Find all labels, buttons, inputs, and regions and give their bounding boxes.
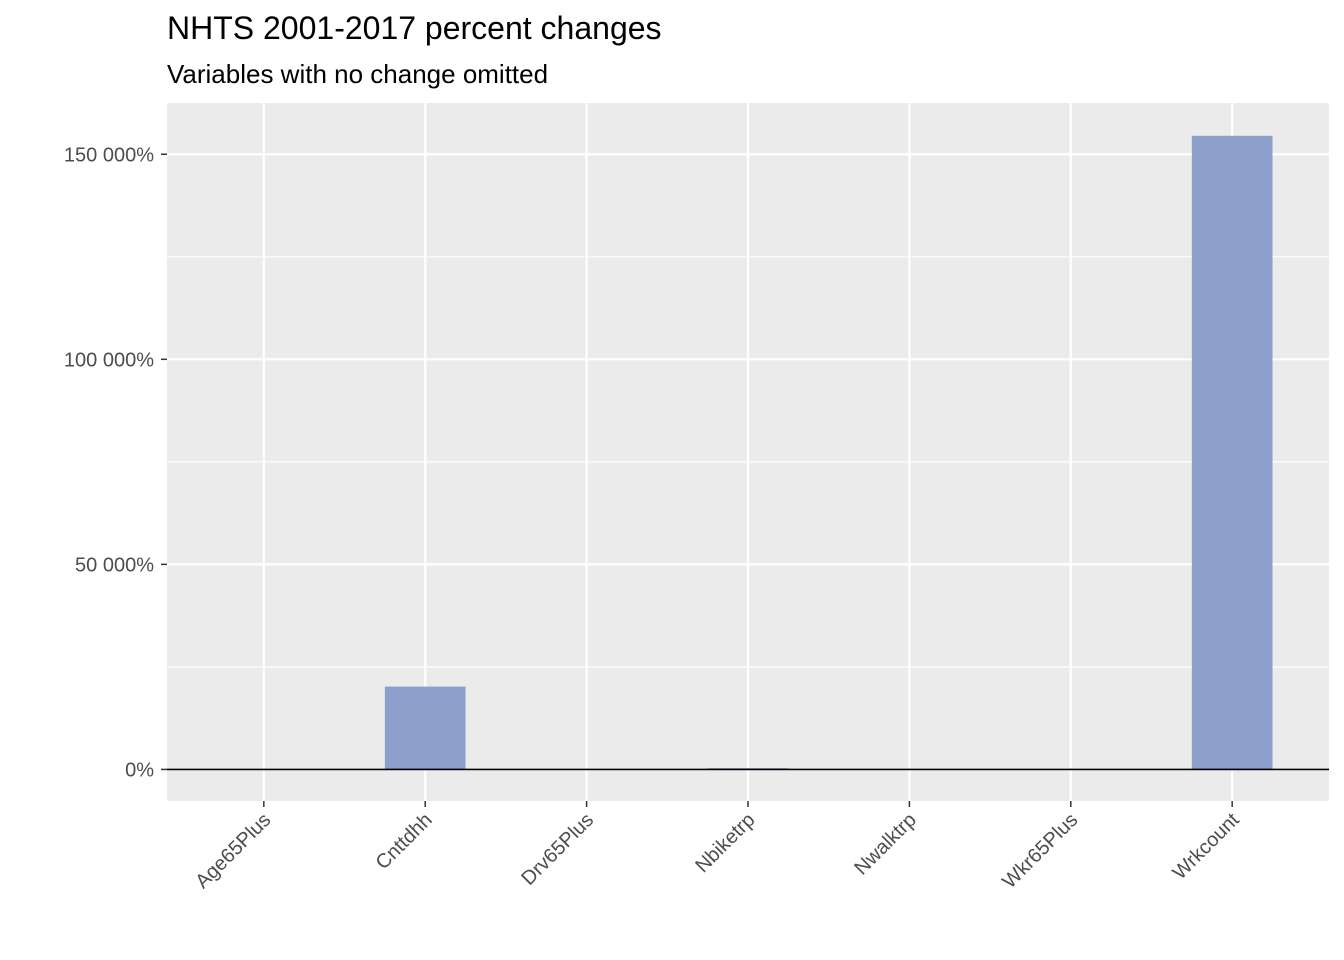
x-tick-label: Wrkcount (1169, 809, 1244, 884)
x-tick-label: Drv65Plus (517, 809, 598, 890)
x-tick-label: Nbiketrp (691, 809, 759, 877)
x-tick-label: Nwalktrp (850, 809, 921, 880)
bar-wrkcount (1191, 135, 1273, 770)
bars (384, 135, 1273, 770)
x-tick-label: Age65Plus (191, 809, 275, 893)
chart-title: NHTS 2001-2017 percent changes (167, 10, 662, 46)
x-tick-label: Cnttdhh (372, 809, 437, 874)
y-tick-label: 150 000% (64, 144, 154, 166)
y-tick-label: 50 000% (75, 554, 154, 576)
x-axis: Age65Plus Cnttdhh Drv65Plus Nbiketrp Nwalktr… (191, 801, 1244, 893)
y-tick-label: 100 000% (64, 349, 154, 371)
x-tick-label: Wkr65Plus (998, 809, 1082, 893)
chart-subtitle: Variables with no change omitted (167, 59, 549, 89)
y-axis: 0% 50 000% 100 000% 150 000% (64, 144, 167, 781)
y-tick-label: 0% (125, 759, 154, 781)
bar-cnttdhh (384, 686, 466, 770)
